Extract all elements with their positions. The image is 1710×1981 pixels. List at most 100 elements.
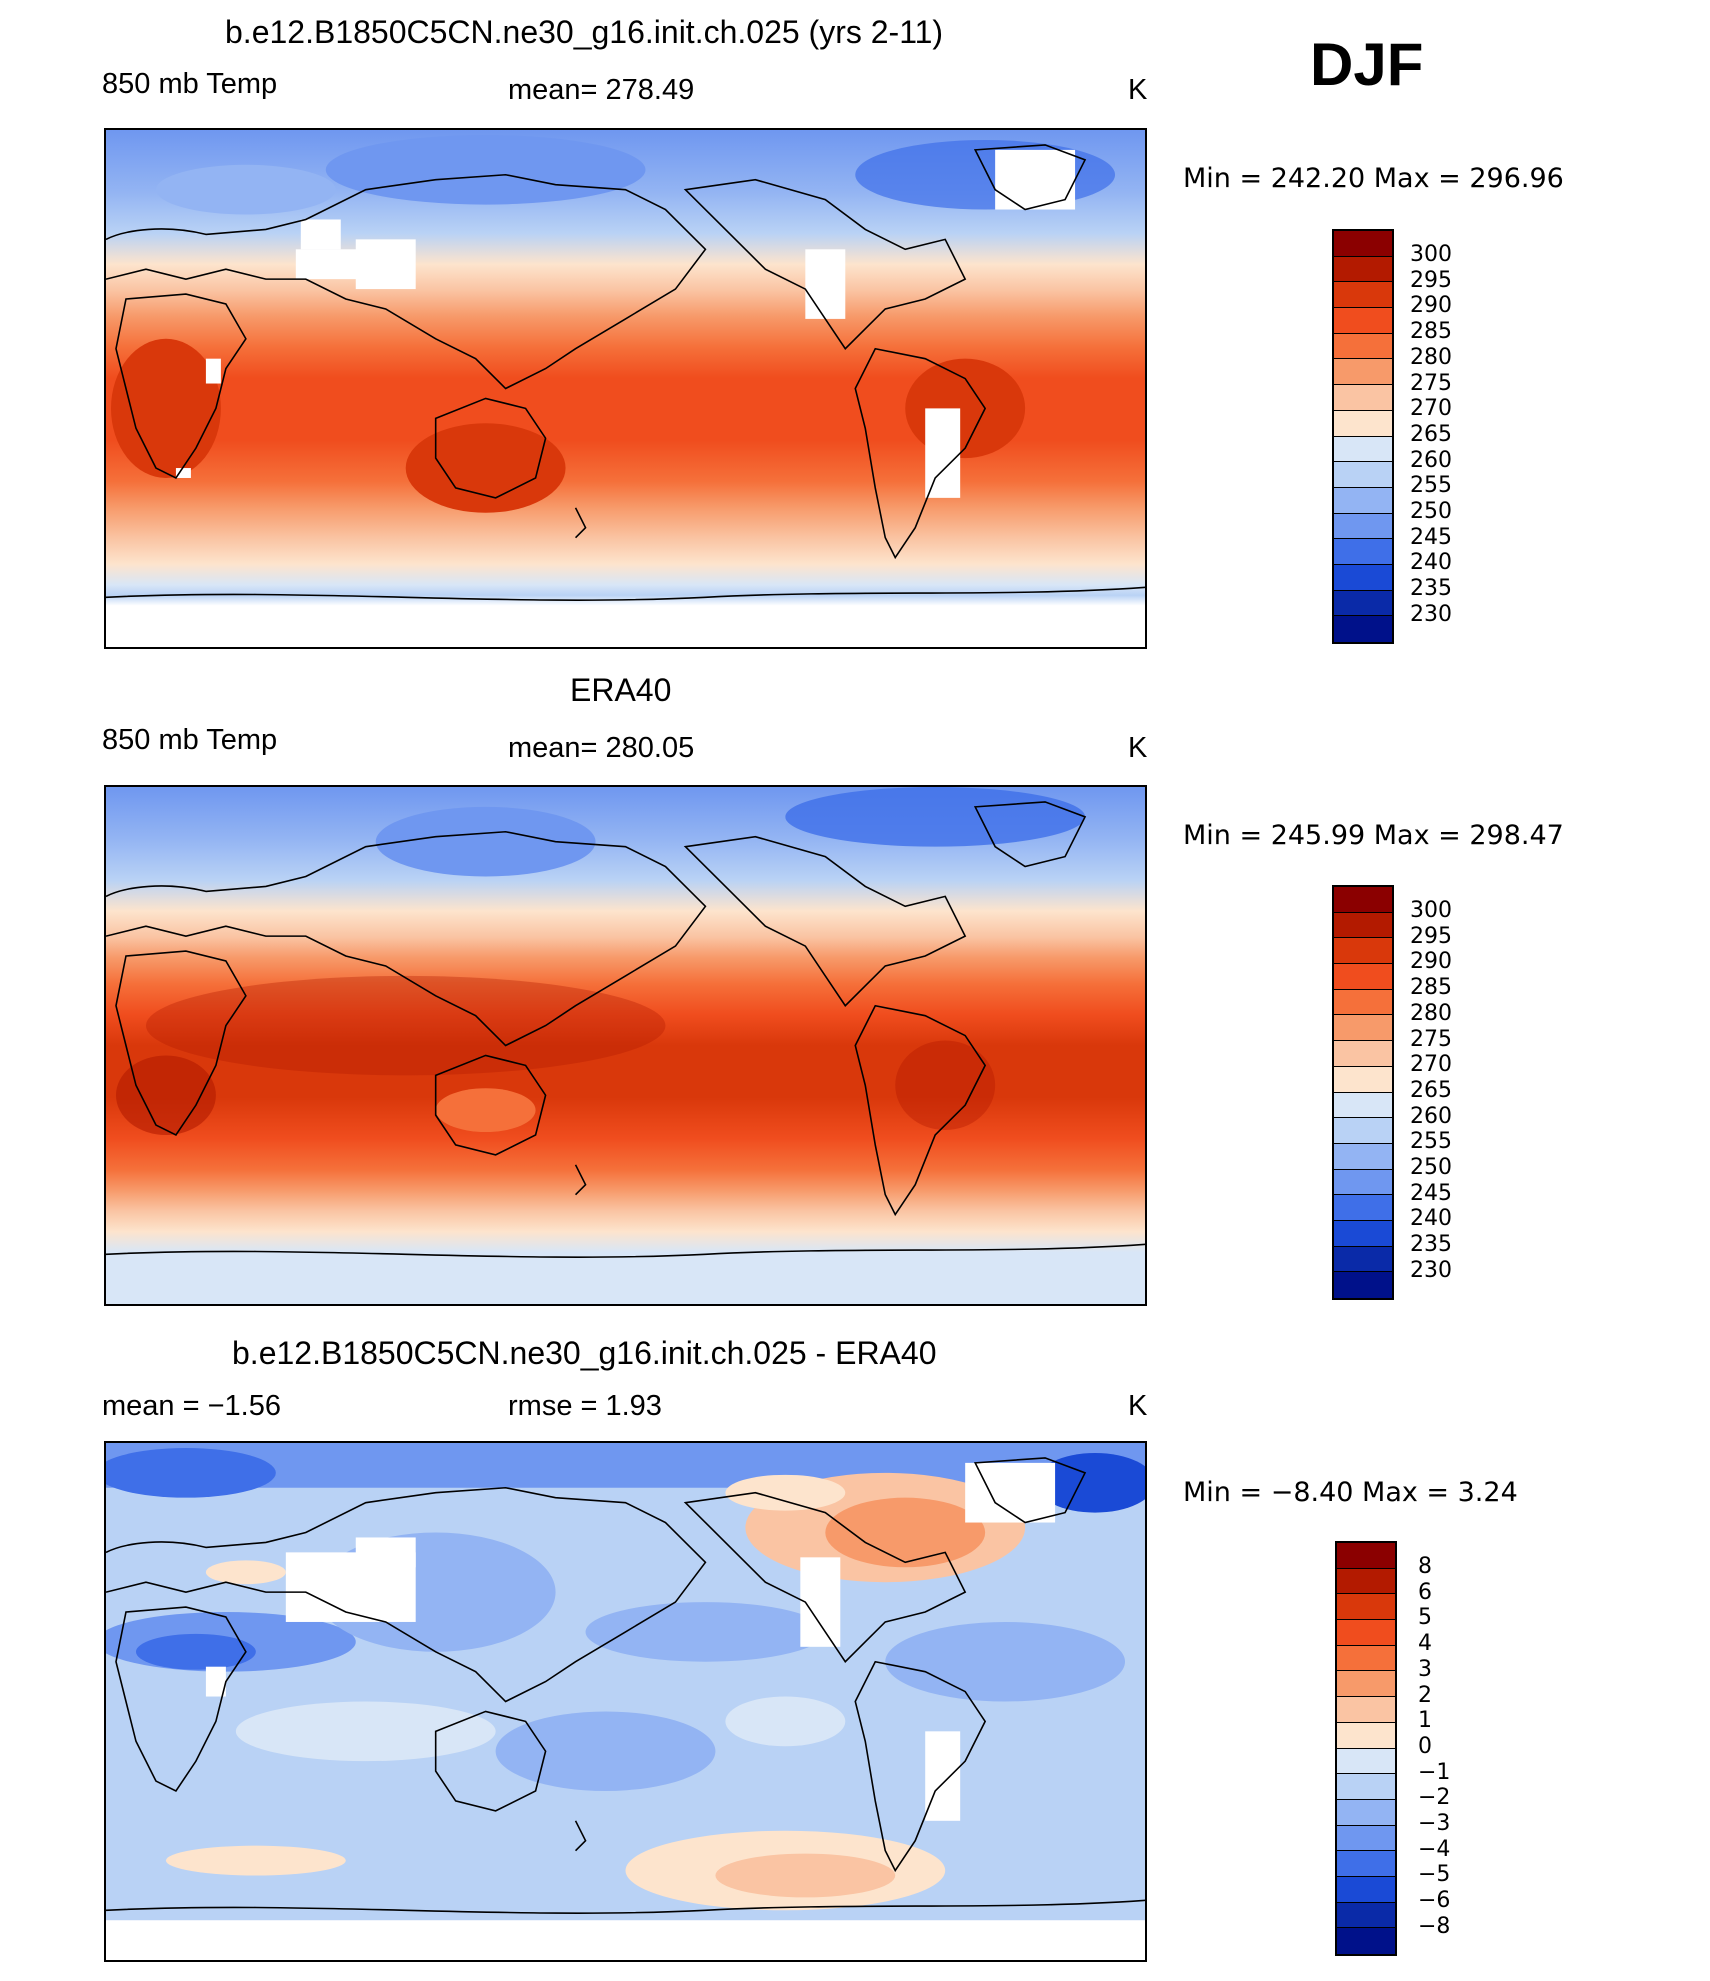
panel-1-map (104, 128, 1147, 649)
tick-label: 230 (1410, 601, 1452, 627)
swatch (1334, 513, 1392, 540)
tick-label: 235 (1410, 1232, 1452, 1258)
swatch (1337, 1748, 1395, 1775)
tick-label: −1 (1418, 1759, 1451, 1785)
tick-label: 280 (1410, 344, 1452, 370)
panel-3-mean-label: mean = −1.56 (102, 1390, 281, 1422)
tick-label: −8 (1418, 1913, 1451, 1939)
panel-1-colorbar (1332, 229, 1394, 644)
swatch (1334, 912, 1392, 939)
panel-3-title: b.e12.B1850C5CN.ne30_g16.init.ch.025 - E… (232, 1335, 937, 1371)
tick-label: 240 (1410, 550, 1452, 576)
swatch (1334, 1066, 1392, 1093)
panel-2-minmax: Min = 245.99 Max = 298.47 (1183, 820, 1564, 851)
tick-label: 260 (1410, 447, 1452, 473)
swatch (1337, 1851, 1395, 1877)
tick-label: 235 (1410, 576, 1452, 602)
panel-3-units: K (1128, 1390, 1148, 1422)
swatch (1334, 1169, 1392, 1196)
swatch (1334, 989, 1392, 1016)
swatch (1334, 1041, 1392, 1067)
tick-label: −4 (1418, 1836, 1451, 1862)
panel-1-variable-label: 850 mb Temp (102, 68, 278, 100)
swatch (1334, 887, 1392, 913)
tick-label: 270 (1410, 396, 1452, 422)
swatch (1334, 308, 1392, 334)
swatch (1334, 938, 1392, 965)
swatch (1337, 1568, 1395, 1595)
tick-label: 3 (1418, 1656, 1432, 1682)
panel-2-mean-label: mean= 280.05 (508, 732, 695, 764)
tick-label: −6 (1418, 1888, 1451, 1914)
swatch (1334, 359, 1392, 386)
swatch (1334, 333, 1392, 360)
season-label: DJF (1310, 31, 1424, 98)
swatch (1334, 385, 1392, 411)
tick-label: 0 (1418, 1733, 1432, 1759)
tick-label: −3 (1418, 1811, 1451, 1836)
panel-2-title: ERA40 (570, 672, 672, 708)
tick-label: 250 (1410, 499, 1452, 524)
swatch (1334, 1220, 1392, 1247)
swatch (1337, 1774, 1395, 1800)
tick-label: 255 (1410, 473, 1452, 499)
panel-1-mean-label: mean= 278.49 (508, 74, 695, 106)
swatch (1337, 1876, 1395, 1903)
tick-label: 290 (1410, 949, 1452, 975)
panel-2-units: K (1128, 732, 1148, 764)
swatch (1334, 256, 1392, 283)
tick-label: 285 (1410, 975, 1452, 1001)
swatch (1334, 1015, 1392, 1042)
swatch (1334, 616, 1392, 642)
tick-label: 265 (1410, 1077, 1452, 1103)
tick-label: 5 (1418, 1605, 1432, 1631)
swatch (1337, 1671, 1395, 1698)
tick-label: 6 (1418, 1579, 1432, 1605)
tick-label: 1 (1418, 1708, 1432, 1734)
swatch (1334, 1118, 1392, 1144)
panel-3-rmse-label: rmse = 1.93 (508, 1390, 662, 1422)
swatch (1334, 462, 1392, 488)
tick-label: 4 (1418, 1631, 1432, 1657)
swatch (1334, 1246, 1392, 1273)
swatch (1337, 1928, 1395, 1954)
swatch (1334, 436, 1392, 463)
swatch (1334, 1272, 1392, 1298)
swatch (1334, 590, 1392, 617)
tick-label: 8 (1418, 1554, 1432, 1579)
swatch (1334, 564, 1392, 591)
tick-label: 265 (1410, 421, 1452, 447)
tick-label: 295 (1410, 267, 1452, 293)
swatch (1337, 1645, 1395, 1672)
swatch (1337, 1620, 1395, 1646)
swatch (1337, 1902, 1395, 1929)
panel-2-map (104, 785, 1147, 1306)
swatch (1334, 964, 1392, 990)
panel-3-minmax: Min = −8.40 Max = 3.24 (1183, 1477, 1518, 1508)
tick-label: 295 (1410, 923, 1452, 949)
tick-label: 255 (1410, 1129, 1452, 1155)
panel-3-map (104, 1441, 1147, 1962)
swatch (1337, 1543, 1395, 1569)
tick-label: 230 (1410, 1257, 1452, 1283)
tick-label: 245 (1410, 524, 1452, 550)
swatch (1334, 1195, 1392, 1221)
swatch (1337, 1594, 1395, 1621)
swatch (1334, 1143, 1392, 1170)
panel-3-colorbar (1335, 1541, 1397, 1956)
tick-label: 275 (1410, 1026, 1452, 1052)
swatch (1334, 231, 1392, 257)
swatch (1337, 1697, 1395, 1723)
tick-label: 280 (1410, 1000, 1452, 1026)
panel-2-variable-label: 850 mb Temp (102, 724, 278, 756)
panel-1-title: b.e12.B1850C5CN.ne30_g16.init.ch.025 (yr… (225, 14, 944, 50)
panel-1-minmax: Min = 242.20 Max = 296.96 (1183, 163, 1564, 194)
tick-label: 240 (1410, 1206, 1452, 1232)
swatch (1334, 1092, 1392, 1119)
swatch (1337, 1825, 1395, 1852)
swatch (1334, 487, 1392, 514)
tick-label: 270 (1410, 1052, 1452, 1078)
tick-label: −2 (1418, 1785, 1451, 1811)
tick-label: −5 (1418, 1862, 1451, 1888)
tick-label: 300 (1410, 242, 1452, 267)
